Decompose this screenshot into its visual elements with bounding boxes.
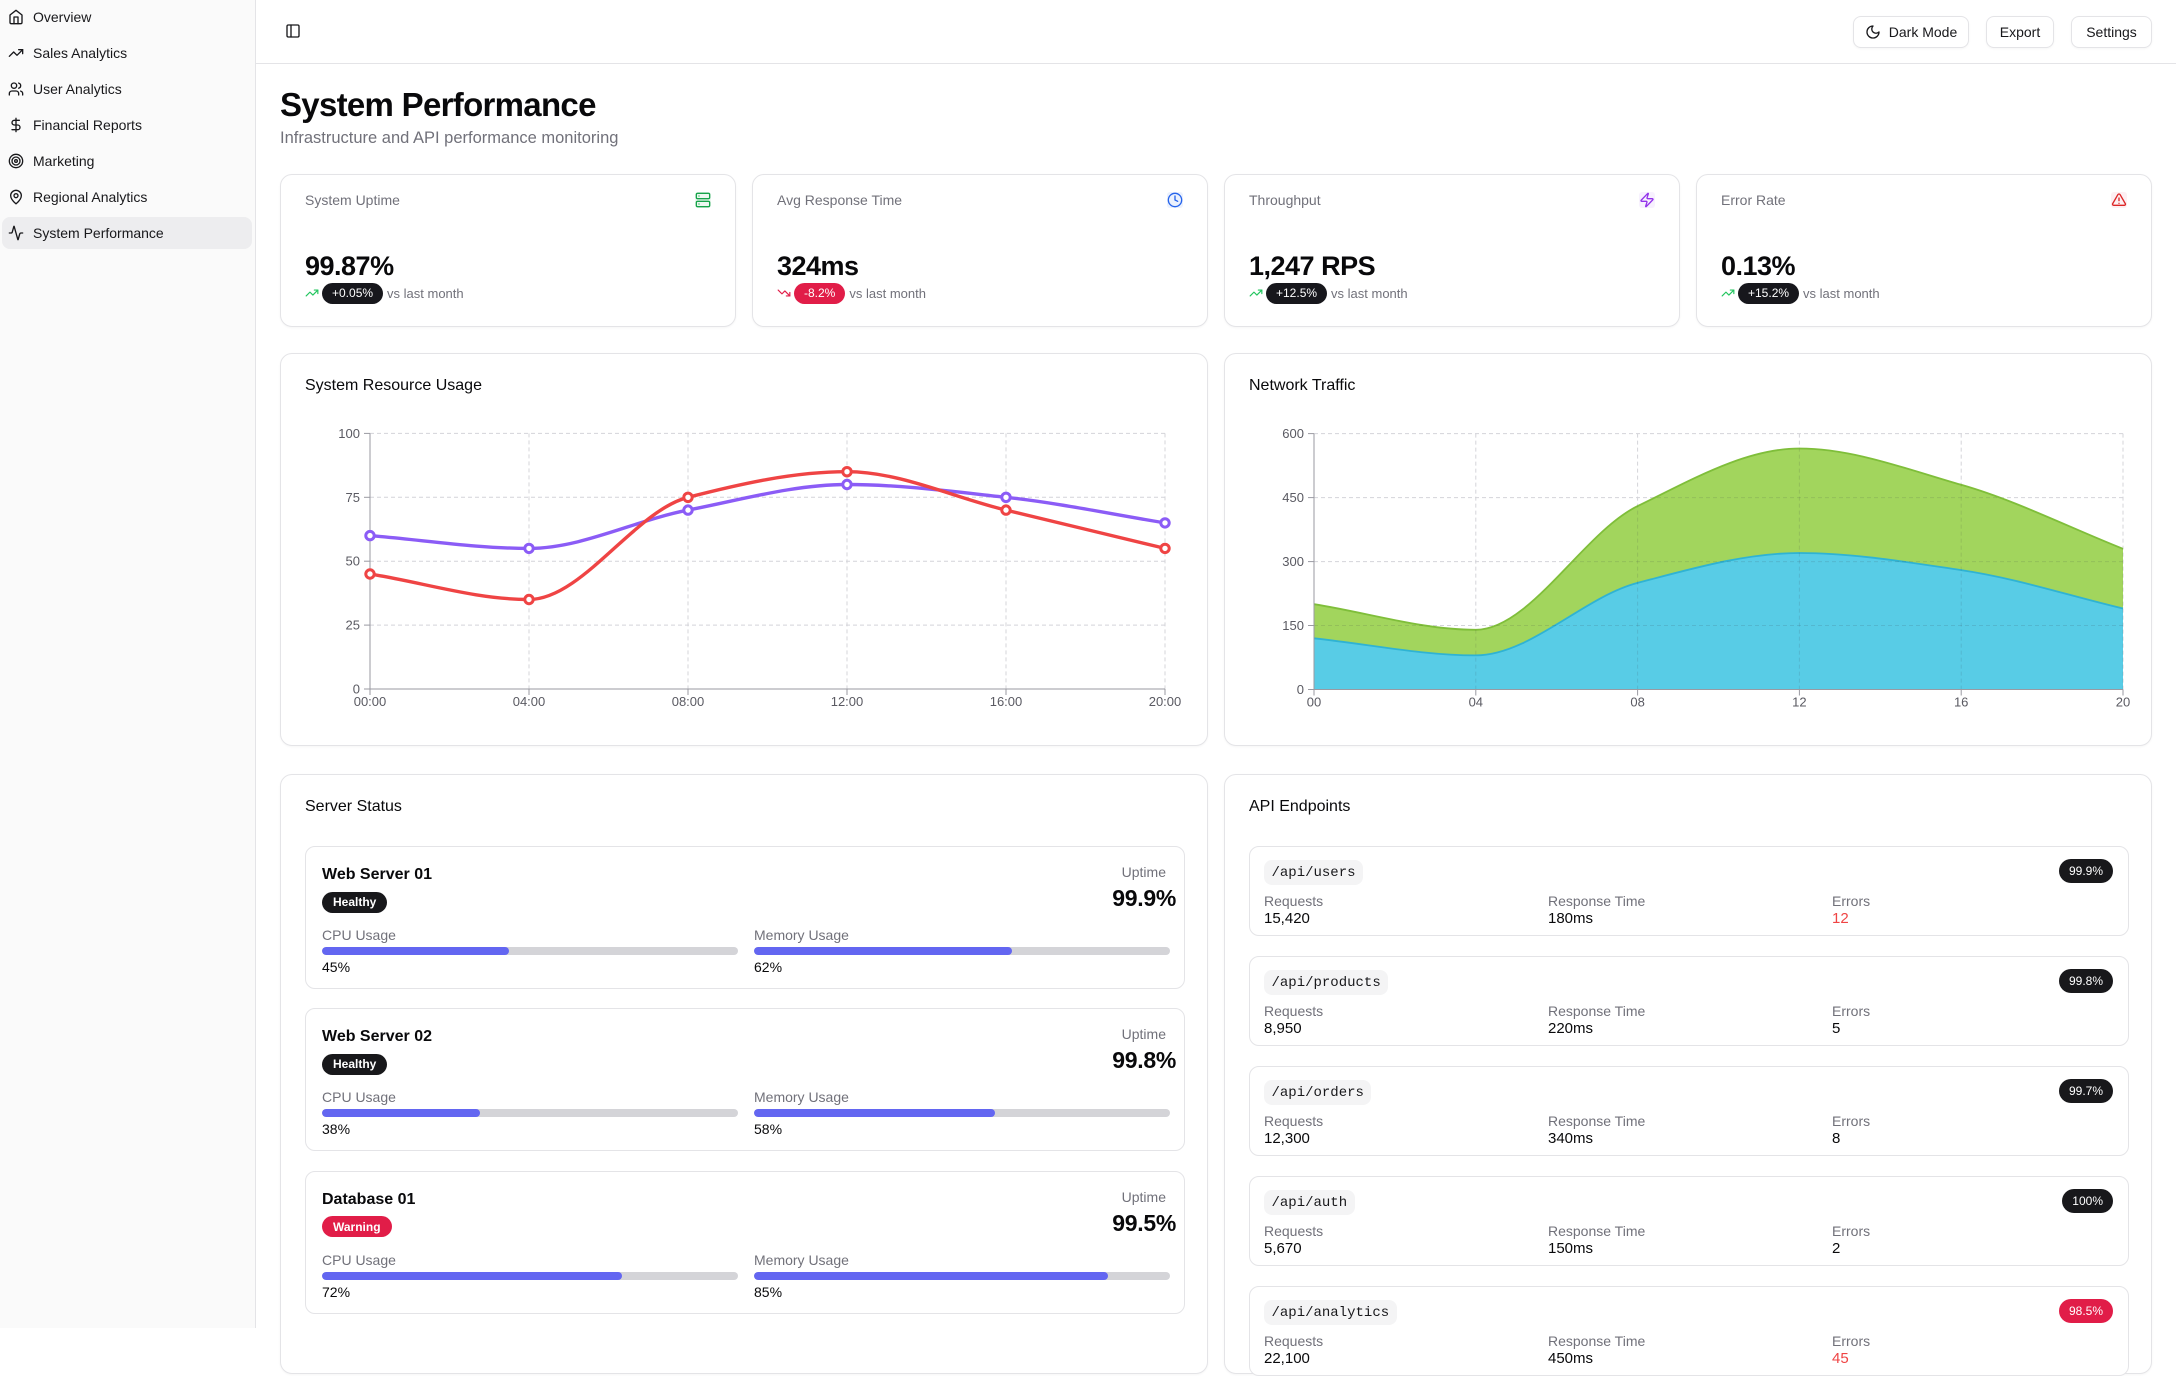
svg-text:00: 00 <box>1307 695 1321 710</box>
svg-text:100: 100 <box>338 426 360 441</box>
svg-text:08: 08 <box>1630 695 1644 710</box>
svg-text:04: 04 <box>1469 695 1483 710</box>
svg-text:300: 300 <box>1282 554 1304 569</box>
svg-text:12:00: 12:00 <box>831 694 864 709</box>
svg-text:04:00: 04:00 <box>513 694 546 709</box>
svg-text:00:00: 00:00 <box>354 694 387 709</box>
svg-text:50: 50 <box>346 554 360 569</box>
svg-text:16: 16 <box>1954 695 1968 710</box>
svg-text:0: 0 <box>1297 682 1304 697</box>
svg-text:600: 600 <box>1282 426 1304 441</box>
svg-text:08:00: 08:00 <box>672 694 705 709</box>
svg-text:75: 75 <box>346 490 360 505</box>
svg-text:150: 150 <box>1282 618 1304 633</box>
svg-text:450: 450 <box>1282 490 1304 505</box>
svg-text:25: 25 <box>346 618 360 633</box>
svg-text:0: 0 <box>353 682 360 697</box>
svg-text:20:00: 20:00 <box>1149 694 1182 709</box>
svg-text:20: 20 <box>2116 695 2130 710</box>
svg-text:16:00: 16:00 <box>990 694 1023 709</box>
svg-text:12: 12 <box>1792 695 1806 710</box>
